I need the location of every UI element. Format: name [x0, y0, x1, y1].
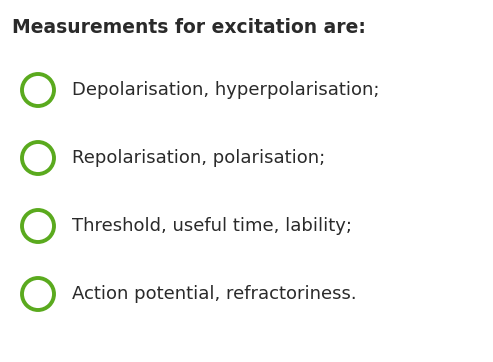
Text: Depolarisation, hyperpolarisation;: Depolarisation, hyperpolarisation; — [72, 81, 380, 99]
Text: Threshold, useful time, lability;: Threshold, useful time, lability; — [72, 217, 352, 235]
Text: Repolarisation, polarisation;: Repolarisation, polarisation; — [72, 149, 325, 167]
Text: Action potential, refractoriness.: Action potential, refractoriness. — [72, 285, 356, 303]
Text: Measurements for excitation are:: Measurements for excitation are: — [12, 18, 366, 37]
